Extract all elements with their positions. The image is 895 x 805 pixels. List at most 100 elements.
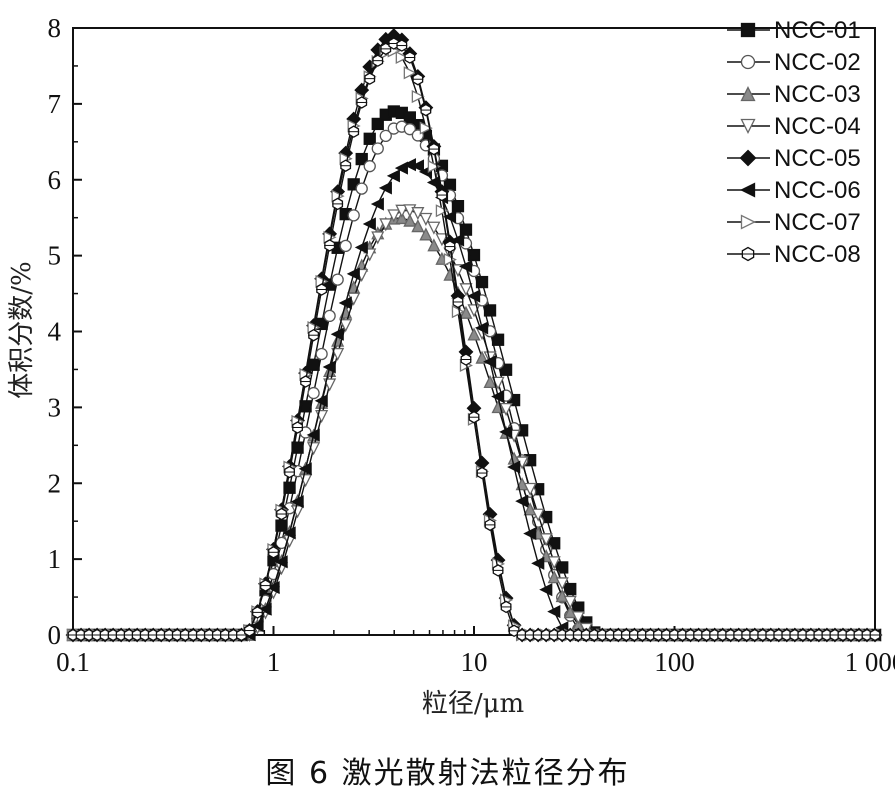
data-point [563,595,577,609]
data-point [363,132,376,145]
legend-marker [739,149,757,167]
data-point [403,66,417,80]
data-point [362,217,376,231]
data-point [419,212,433,226]
y-axis-title: 体积分数/% [7,261,37,398]
x-tick-label: 10 [461,647,488,677]
series-ncc-06 [66,158,882,642]
legend-label: NCC-01 [774,17,861,44]
data-point [539,583,553,597]
data-point [427,238,441,252]
data-point [331,347,345,362]
data-point [354,240,368,254]
data-point [371,142,384,155]
data-point [282,526,296,540]
data-point [323,378,337,392]
legend-label: NCC-06 [774,177,861,204]
y-tick-label: 5 [48,241,62,271]
data-point [330,327,344,341]
data-point [435,233,449,247]
data-point [467,289,481,303]
data-point [403,123,416,136]
legend-item-ncc-01: NCC-01 [727,17,861,44]
data-point [547,556,561,570]
data-point [451,199,465,213]
legend-item-ncc-03: NCC-03 [727,81,861,108]
legend-label: NCC-07 [774,209,861,236]
data-point [419,121,433,135]
y-tick-label: 1 [48,544,62,574]
data-point [403,213,417,227]
data-point [475,321,489,335]
data-point [419,227,433,241]
x-tick-label: 0.1 [56,647,90,677]
data-point [315,347,328,361]
x-axis-title: 粒径/μm [422,689,524,719]
legend-label: NCC-04 [774,113,861,140]
data-point [338,296,352,310]
data-point [331,273,344,286]
series-ncc-07 [66,44,882,642]
data-point [451,305,465,319]
data-point [410,159,425,173]
legend-marker [740,86,756,102]
data-point [459,305,473,319]
data-point [548,537,561,550]
data-point [371,231,385,245]
data-point [427,159,441,174]
data-point [499,425,513,439]
data-point [411,90,425,104]
data-point [250,619,264,633]
data-point [499,363,513,376]
legend-marker [740,22,756,38]
data-point [483,355,497,369]
data-point [467,327,481,341]
data-point [427,221,441,235]
data-point [443,253,457,267]
data-point [355,152,368,166]
data-point [258,602,272,616]
y-tick-label: 0 [48,620,62,650]
data-point [274,555,288,569]
data-point [290,495,304,509]
data-point [314,394,328,408]
data-point [515,494,529,508]
legend-label: NCC-08 [774,241,861,268]
data-point [467,248,481,262]
y-tick-label: 2 [48,468,62,498]
legend-item-ncc-05: NCC-05 [727,145,861,172]
series-line [73,163,875,636]
legend-label: NCC-05 [774,145,861,172]
data-point [475,350,489,364]
data-point [266,580,280,595]
data-point [323,309,336,323]
legend-item-ncc-08: NCC-08 [727,241,861,268]
data-point [435,204,449,218]
data-point [298,462,312,476]
x-tick-label: 1 000 [845,647,895,677]
series-line [73,125,875,636]
data-point [411,219,425,233]
series-layer [65,28,883,643]
data-point [459,223,473,236]
x-tick-label: 100 [654,647,695,677]
axis-ticks: 0.1 1 10 100 1 000 0 1 2 3 4 5 6 7 8 [48,13,895,677]
data-point [491,389,505,404]
y-tick-label: 6 [48,165,62,195]
legend-marker [740,54,756,70]
data-point [523,482,537,496]
data-point [451,264,465,278]
data-point [459,283,473,297]
data-point [371,117,384,131]
data-point [347,209,360,222]
data-point [555,577,569,591]
data-point [483,374,497,389]
data-point [379,129,392,143]
data-point [499,402,513,417]
series-line [73,50,875,636]
legend-item-ncc-06: NCC-06 [727,177,861,204]
data-point [491,333,505,346]
data-point [442,210,457,224]
data-point [387,209,401,223]
